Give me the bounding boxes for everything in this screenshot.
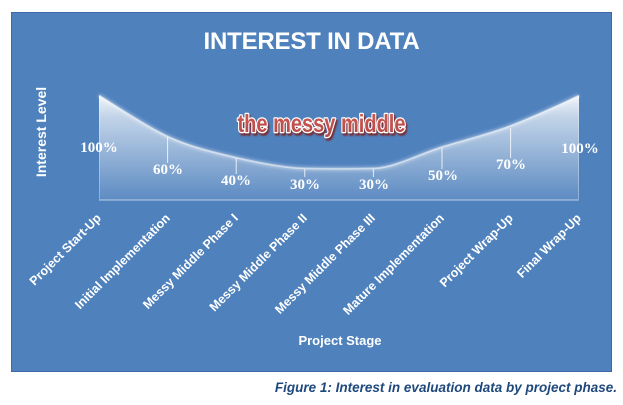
svg-text:the messy middle: the messy middle — [238, 110, 406, 138]
